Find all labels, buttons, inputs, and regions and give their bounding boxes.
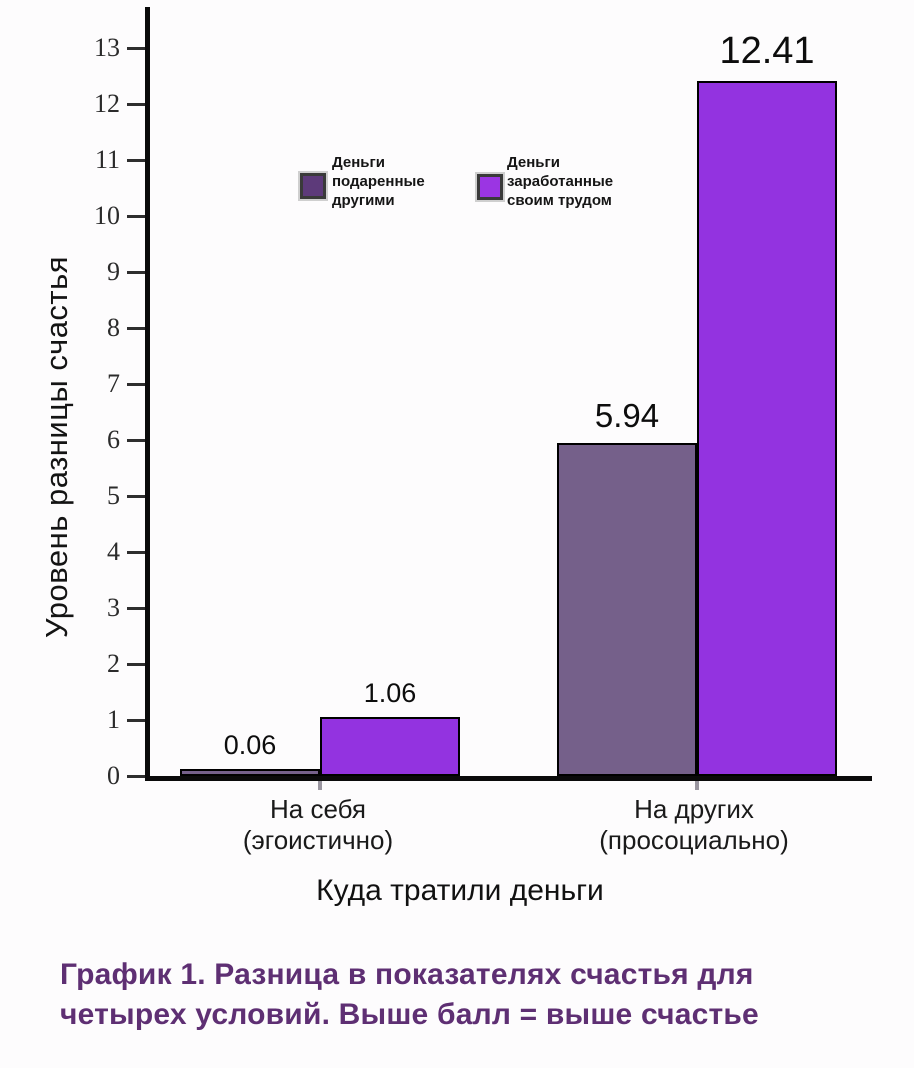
y-tick-mark bbox=[127, 607, 145, 610]
legend-swatch-gifted-icon bbox=[300, 173, 326, 199]
x-category-self: На себя (эгоистично) bbox=[242, 794, 394, 855]
x-tick-mark bbox=[695, 781, 699, 790]
y-tick-mark bbox=[127, 663, 145, 666]
y-tick-mark bbox=[127, 47, 145, 50]
y-tick-mark bbox=[127, 327, 145, 330]
y-tick-label: 0 bbox=[107, 761, 120, 790]
bar-value-label: 12.41 bbox=[719, 30, 815, 72]
bar-value-label: 5.94 bbox=[594, 397, 660, 434]
y-tick-label: 11 bbox=[94, 145, 120, 174]
y-tick-label: 1 bbox=[107, 705, 120, 734]
y-tick-mark bbox=[127, 383, 145, 386]
y-tick-label: 7 bbox=[107, 369, 120, 398]
y-axis-title: Уровень разницы счастья bbox=[39, 255, 74, 639]
y-axis-line bbox=[145, 7, 150, 781]
x-category-others: На других (просоциально) bbox=[599, 794, 789, 855]
y-tick-label: 13 bbox=[94, 33, 120, 62]
figure-caption-line-2: четырех условий. Выше балл = выше счасть… bbox=[60, 998, 759, 1031]
x-axis-title: Куда тратили деньги bbox=[316, 874, 604, 907]
y-tick-mark bbox=[127, 271, 145, 274]
y-tick-label: 4 bbox=[107, 537, 120, 566]
legend-label-gifted: Деньги подаренные другими bbox=[332, 154, 425, 209]
bar-gifted-others bbox=[557, 443, 697, 776]
y-tick-label: 2 bbox=[107, 649, 120, 678]
bar-gifted-self bbox=[180, 769, 320, 776]
y-tick-label: 5 bbox=[107, 481, 120, 510]
y-tick-mark bbox=[127, 159, 145, 162]
x-tick-mark bbox=[318, 781, 322, 790]
y-tick-mark bbox=[127, 775, 145, 778]
y-tick-label: 9 bbox=[107, 257, 120, 286]
bar-value-label: 0.06 bbox=[223, 730, 277, 760]
figure-caption-line-1: График 1. Разница в показателях счастья … bbox=[60, 958, 754, 991]
legend-swatch-earned-icon bbox=[477, 174, 503, 200]
y-tick-mark bbox=[127, 551, 145, 554]
bar-earned-others bbox=[697, 81, 837, 776]
y-tick-label: 8 bbox=[107, 313, 120, 342]
y-tick-mark bbox=[127, 495, 145, 498]
y-tick-label: 6 bbox=[107, 425, 120, 454]
y-tick-label: 10 bbox=[94, 201, 120, 230]
x-axis-line bbox=[145, 776, 872, 781]
bar-earned-self bbox=[320, 717, 460, 776]
y-tick-mark bbox=[127, 103, 145, 106]
legend-label-earned: Деньги заработанные своим трудом bbox=[507, 154, 614, 209]
y-tick-mark bbox=[127, 719, 145, 722]
y-tick-mark bbox=[127, 439, 145, 442]
y-tick-label: 12 bbox=[94, 89, 120, 118]
bar-value-label: 1.06 bbox=[363, 678, 417, 708]
y-tick-mark bbox=[127, 215, 145, 218]
y-tick-label: 3 bbox=[107, 593, 120, 622]
